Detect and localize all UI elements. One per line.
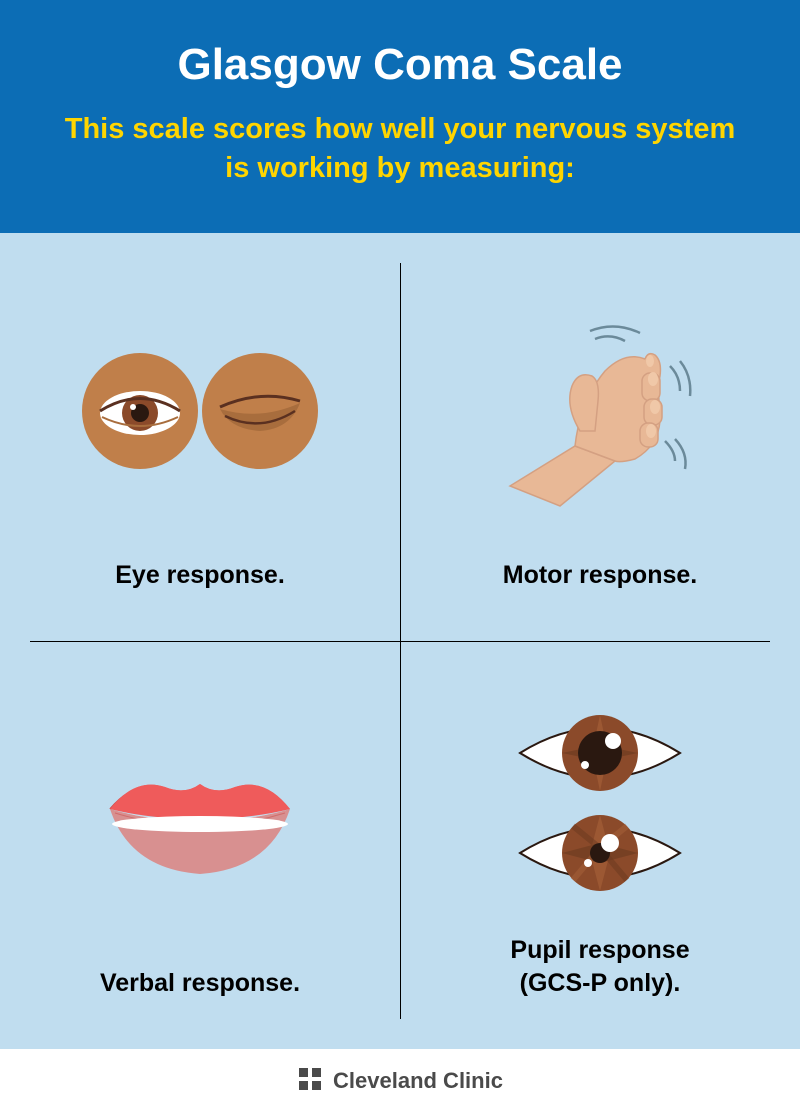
cell-eye-response: Eye response. [0,233,400,641]
pupil-response-label: Pupil response(GCS-P only). [510,934,689,999]
footer-brand: Cleveland Clinic [333,1068,503,1094]
cell-pupil-response: Pupil response(GCS-P only). [400,641,800,1049]
eye-response-icon [20,263,380,559]
cell-verbal-response: Verbal response. [0,641,400,1049]
verbal-response-icon [20,671,380,967]
footer: Cleveland Clinic [0,1049,800,1113]
header: Glasgow Coma Scale This scale scores how… [0,0,800,233]
motor-response-icon [420,263,780,559]
motor-response-label: Motor response. [503,559,697,592]
cell-motor-response: Motor response. [400,233,800,641]
verbal-response-label: Verbal response. [100,967,300,1000]
page-title: Glasgow Coma Scale [50,40,750,90]
eye-response-label: Eye response. [115,559,285,592]
response-grid: Eye response. [0,233,800,1049]
cleveland-clinic-logo-icon [297,1066,323,1097]
page-subtitle: This scale scores how well your nervous … [50,110,750,188]
pupil-response-icon [420,671,780,934]
